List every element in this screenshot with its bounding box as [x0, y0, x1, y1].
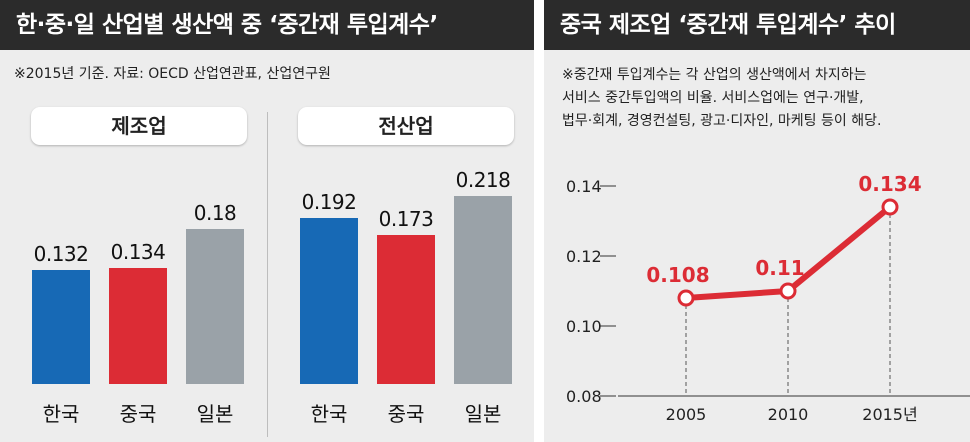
- bar-manufacturing-japan: [186, 228, 244, 384]
- data-label: 0.11: [755, 256, 804, 280]
- bar-category-label: 중국: [119, 402, 157, 426]
- left-panel: 한·중·일 산업별 생산액 중 ‘중간재 투입계수’ ※2015년 기준. 자료…: [0, 0, 534, 442]
- right-panel-title: 중국 제조업 ‘중간재 투입계수’ 추이: [544, 0, 970, 50]
- bar-value-label: 0.173: [378, 206, 434, 231]
- x-tick-label: 2005: [666, 405, 707, 424]
- data-label: 0.134: [858, 172, 921, 196]
- bar-category-label: 한국: [42, 402, 80, 426]
- bar-value-label: 0.18: [193, 200, 237, 225]
- right-panel: 중국 제조업 ‘중간재 투입계수’ 추이 ※중간재 투입계수는 각 산업의 생산…: [544, 0, 970, 442]
- bar-manufacturing-china: [109, 268, 167, 384]
- bar-category-label: 한국: [310, 402, 348, 426]
- data-point: [881, 198, 899, 216]
- bar-all-industry-korea: [300, 218, 358, 384]
- line-chart: 0.08 0.10 0.12 0.14 0.108 0.11 0.134 2005 2010 20…: [566, 172, 970, 424]
- bar-category-label: 일본: [196, 402, 234, 426]
- note-line-1: ※중간재 투입계수는 각 산업의 생산액에서 차지하는: [562, 67, 867, 83]
- bar-category-label: 일본: [464, 402, 502, 426]
- y-tick-label: 0.08: [566, 387, 602, 406]
- source-note: ※2015년 기준. 자료: OECD 산업연관표, 산업연구원: [14, 66, 331, 82]
- x-tick-label: 2010: [768, 405, 809, 424]
- bar-manufacturing-korea: [32, 270, 90, 384]
- bar-value-label: 0.218: [455, 168, 511, 192]
- data-point: [779, 282, 797, 300]
- left-panel-title: 한·중·일 산업별 생산액 중 ‘중간재 투입계수’: [0, 0, 534, 50]
- data-point: [677, 289, 695, 307]
- y-tick-label: 0.10: [566, 317, 602, 336]
- bar-all-industry-japan: [454, 196, 512, 384]
- panel-divider: [267, 112, 268, 437]
- data-label: 0.108: [646, 263, 709, 287]
- bar-category-label: 중국: [387, 402, 425, 426]
- y-tick-label: 0.12: [566, 247, 602, 266]
- manufacturing-label: 제조업: [31, 107, 247, 145]
- bar-value-label: 0.192: [301, 190, 357, 215]
- bar-value-label: 0.132: [33, 242, 89, 267]
- x-tick-label: 2015년: [862, 405, 917, 424]
- y-tick-label: 0.14: [566, 177, 602, 196]
- bar-all-industry-china: [377, 234, 435, 384]
- note-line-2: 서비스 중간투입액의 비율. 서비스업에는 연구·개발,: [562, 90, 864, 106]
- bar-value-label: 0.134: [110, 240, 166, 265]
- note-line-3: 법무·회계, 경영컨설팅, 광고·디자인, 마케팅 등이 해당.: [562, 113, 882, 129]
- all-industry-label: 전산업: [298, 107, 514, 145]
